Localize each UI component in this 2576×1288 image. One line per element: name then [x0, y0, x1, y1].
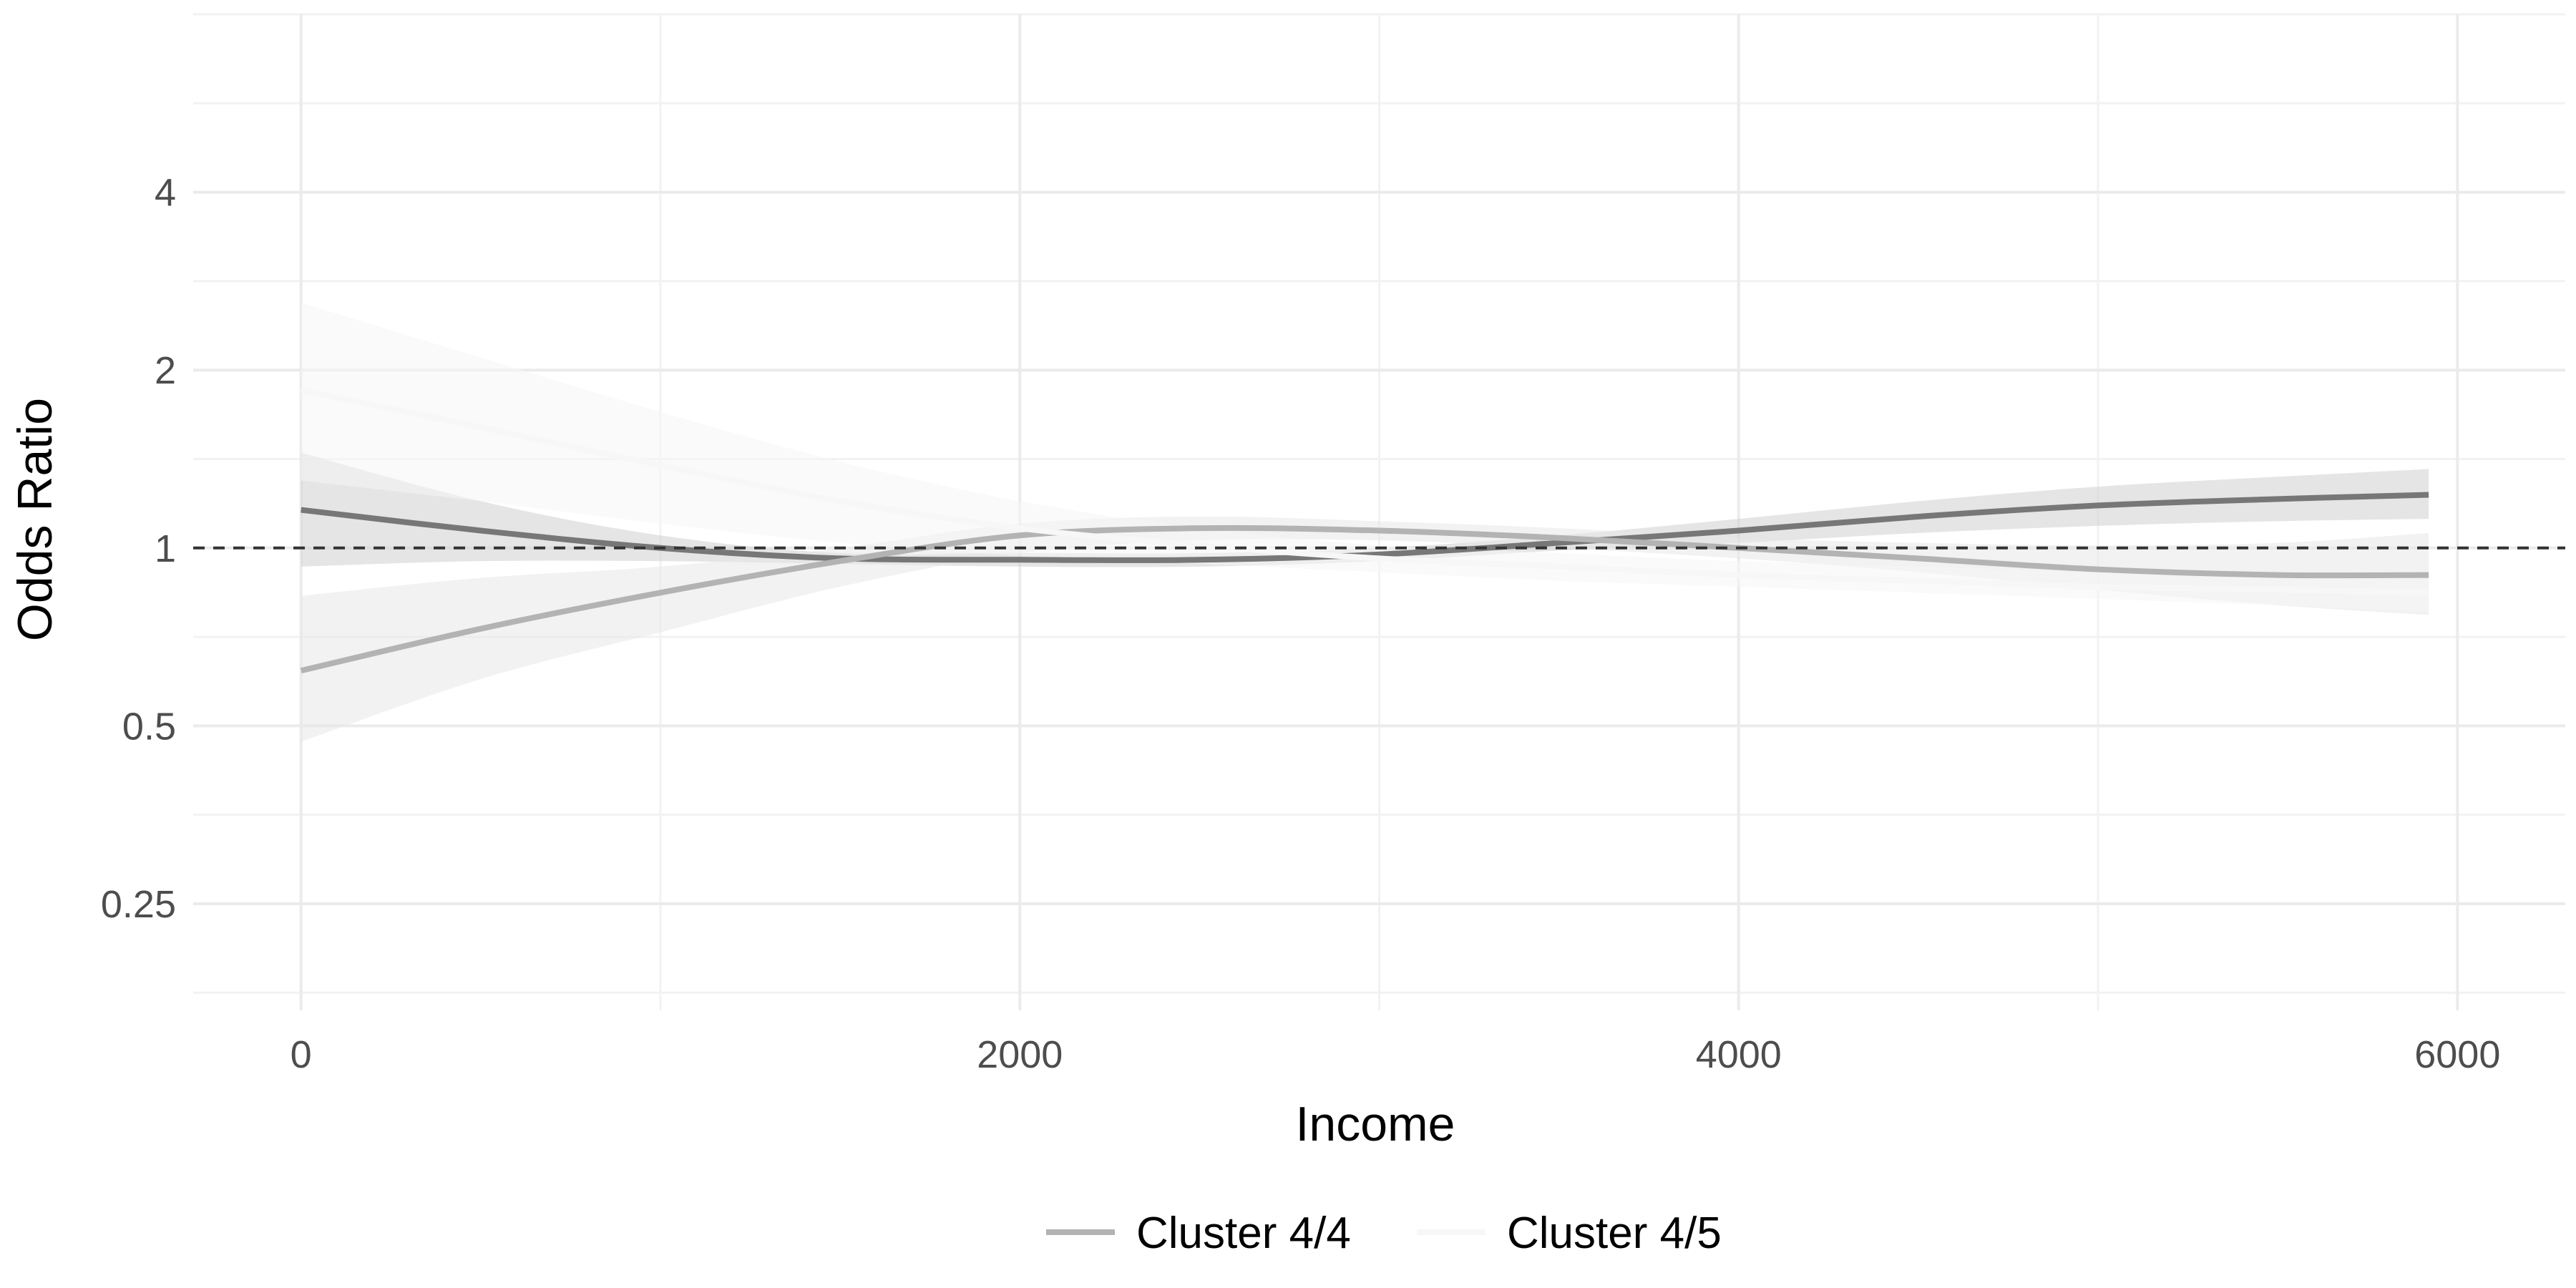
- y-tick-label: 4: [155, 172, 176, 215]
- y-tick-label: 2: [155, 349, 176, 392]
- x-axis-ticks: 0 2000 4000 6000: [291, 1033, 2501, 1076]
- line-series-2: [300, 525, 2429, 674]
- y-axis-ticks: 0.25 0.5 1 2 4: [101, 172, 176, 926]
- line-series-3: [300, 387, 2429, 596]
- y-tick-label: 0.5: [122, 705, 176, 748]
- legend-label: Cluster 4/4: [1136, 1209, 1351, 1258]
- y-tick-label: 0.25: [101, 883, 176, 926]
- legend: Cluster 4/4 Cluster 4/5: [1046, 1209, 1722, 1258]
- x-axis-title: Income: [1296, 1097, 1455, 1151]
- y-axis-title: Odds Ratio: [8, 398, 62, 641]
- x-tick-label: 2000: [977, 1033, 1063, 1076]
- x-tick-label: 0: [291, 1033, 312, 1076]
- ribbon-series-3: [301, 303, 2429, 612]
- x-tick-label: 4000: [1696, 1033, 1782, 1076]
- y-tick-label: 1: [155, 527, 176, 570]
- ribbon-series-2: [301, 516, 2429, 742]
- confidence-ribbons: [301, 303, 2429, 742]
- legend-label: Cluster 4/5: [1507, 1209, 1722, 1258]
- x-tick-label: 6000: [2414, 1033, 2500, 1076]
